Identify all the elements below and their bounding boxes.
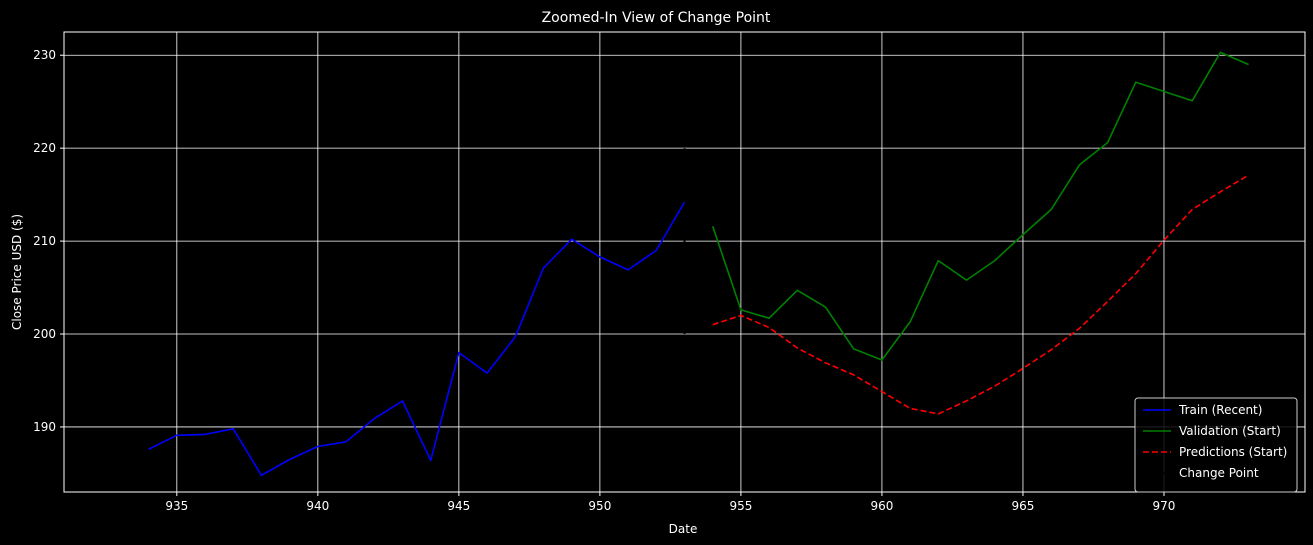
series-layer — [148, 51, 1250, 477]
x-tick-label: 945 — [447, 499, 470, 513]
x-tick-label: 960 — [870, 499, 893, 513]
plot-frame — [63, 31, 1306, 493]
x-tick-label: 935 — [165, 499, 188, 513]
legend: Train (Recent) Validation (Start) Predicti… — [1134, 397, 1298, 493]
series-line-2 — [711, 51, 1249, 361]
y-tick-label: 230 — [33, 48, 56, 62]
x-tick-label: 940 — [306, 499, 329, 513]
legend-label: Validation (Start) — [1179, 424, 1281, 438]
x-tick-label: 955 — [729, 499, 752, 513]
y-tick-label: 190 — [33, 420, 56, 434]
y-tick-label: 200 — [33, 327, 56, 341]
legend-box — [1134, 397, 1298, 493]
series-line-1 — [148, 201, 686, 477]
legend-label: Train (Recent) — [1178, 403, 1262, 417]
tick-labels: 935 940 945 950 955 960 965 970 190 200 210 220 230 — [33, 48, 1175, 513]
legend-label: Change Point — [1179, 466, 1259, 480]
x-tick-label: 950 — [588, 499, 611, 513]
y-axis-label: Close Price USD ($) — [10, 214, 24, 330]
chart-title: Zoomed-In View of Change Point — [542, 10, 771, 26]
legend-label: Predictions (Start) — [1179, 445, 1287, 459]
x-tick-label: 970 — [1153, 499, 1176, 513]
x-tick-label: 965 — [1012, 499, 1035, 513]
series-line-3 — [712, 174, 1250, 415]
y-tick-label: 220 — [33, 141, 56, 155]
x-axis-label: Date — [669, 522, 698, 536]
y-tick-label: 210 — [33, 234, 56, 248]
